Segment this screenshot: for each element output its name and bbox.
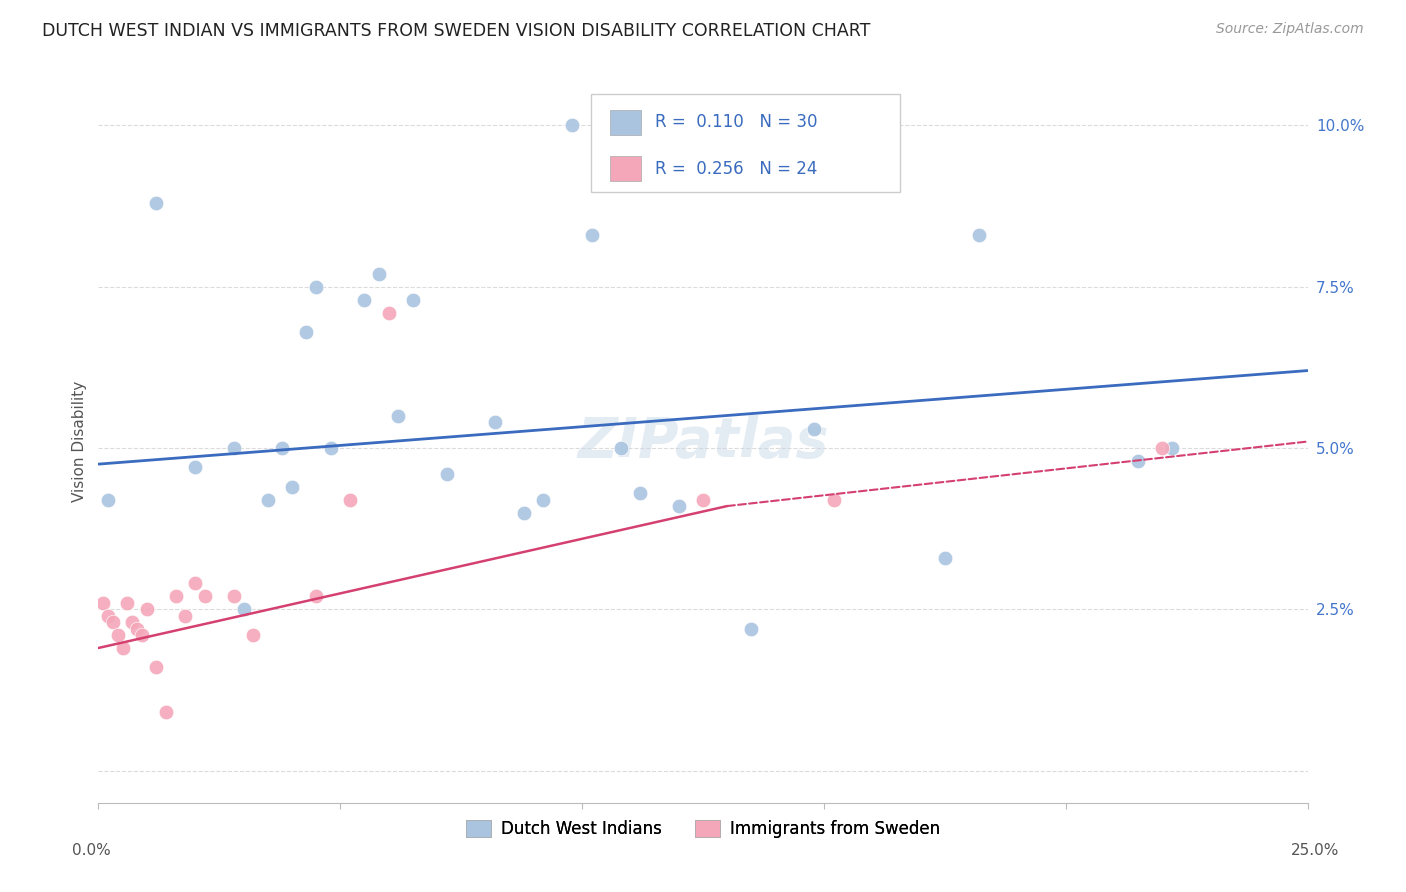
- Point: [436, 467, 458, 481]
- Point: [135, 602, 157, 616]
- Point: [117, 596, 139, 610]
- Point: [145, 660, 167, 674]
- Point: [823, 492, 845, 507]
- Point: [222, 590, 245, 604]
- Point: [281, 480, 304, 494]
- Point: [242, 628, 264, 642]
- Point: [1161, 441, 1184, 455]
- Text: 25.0%: 25.0%: [1291, 843, 1339, 858]
- Y-axis label: Vision Disability: Vision Disability: [72, 381, 87, 502]
- Point: [581, 228, 603, 243]
- Point: [610, 441, 633, 455]
- Point: [692, 492, 714, 507]
- Point: [184, 460, 207, 475]
- Point: [1128, 454, 1150, 468]
- Point: [111, 640, 134, 655]
- Point: [319, 441, 342, 455]
- Point: [377, 305, 399, 319]
- Point: [145, 195, 167, 210]
- Point: [803, 422, 825, 436]
- Text: R =  0.110   N = 30: R = 0.110 N = 30: [655, 113, 818, 131]
- Point: [101, 615, 124, 630]
- Point: [305, 279, 328, 293]
- Point: [934, 550, 956, 565]
- Point: [97, 492, 120, 507]
- Point: [155, 706, 177, 720]
- Point: [531, 492, 554, 507]
- Point: [368, 267, 391, 281]
- Point: [127, 622, 149, 636]
- Point: [295, 325, 318, 339]
- Point: [184, 576, 207, 591]
- Point: [107, 628, 129, 642]
- Text: DUTCH WEST INDIAN VS IMMIGRANTS FROM SWEDEN VISION DISABILITY CORRELATION CHART: DUTCH WEST INDIAN VS IMMIGRANTS FROM SWE…: [42, 22, 870, 40]
- Point: [91, 596, 114, 610]
- Point: [628, 486, 651, 500]
- Text: Source: ZipAtlas.com: Source: ZipAtlas.com: [1216, 22, 1364, 37]
- Text: ZIPatlas: ZIPatlas: [578, 415, 828, 468]
- Point: [121, 615, 143, 630]
- Text: R =  0.256   N = 24: R = 0.256 N = 24: [655, 160, 817, 178]
- Point: [513, 506, 536, 520]
- Point: [967, 228, 990, 243]
- Text: 0.0%: 0.0%: [72, 843, 111, 858]
- Point: [165, 590, 187, 604]
- Point: [484, 415, 506, 429]
- Point: [174, 608, 197, 623]
- Point: [402, 293, 425, 307]
- Point: [97, 608, 120, 623]
- Point: [222, 441, 245, 455]
- Point: [271, 441, 294, 455]
- Point: [305, 590, 328, 604]
- Point: [194, 590, 217, 604]
- Point: [232, 602, 254, 616]
- Point: [339, 492, 361, 507]
- Point: [740, 622, 762, 636]
- Point: [668, 499, 690, 513]
- Point: [387, 409, 409, 423]
- Point: [131, 628, 153, 642]
- Point: [561, 119, 583, 133]
- Legend: Dutch West Indians, Immigrants from Sweden: Dutch West Indians, Immigrants from Swed…: [460, 814, 946, 845]
- Point: [353, 293, 375, 307]
- Point: [1152, 441, 1174, 455]
- Point: [256, 492, 278, 507]
